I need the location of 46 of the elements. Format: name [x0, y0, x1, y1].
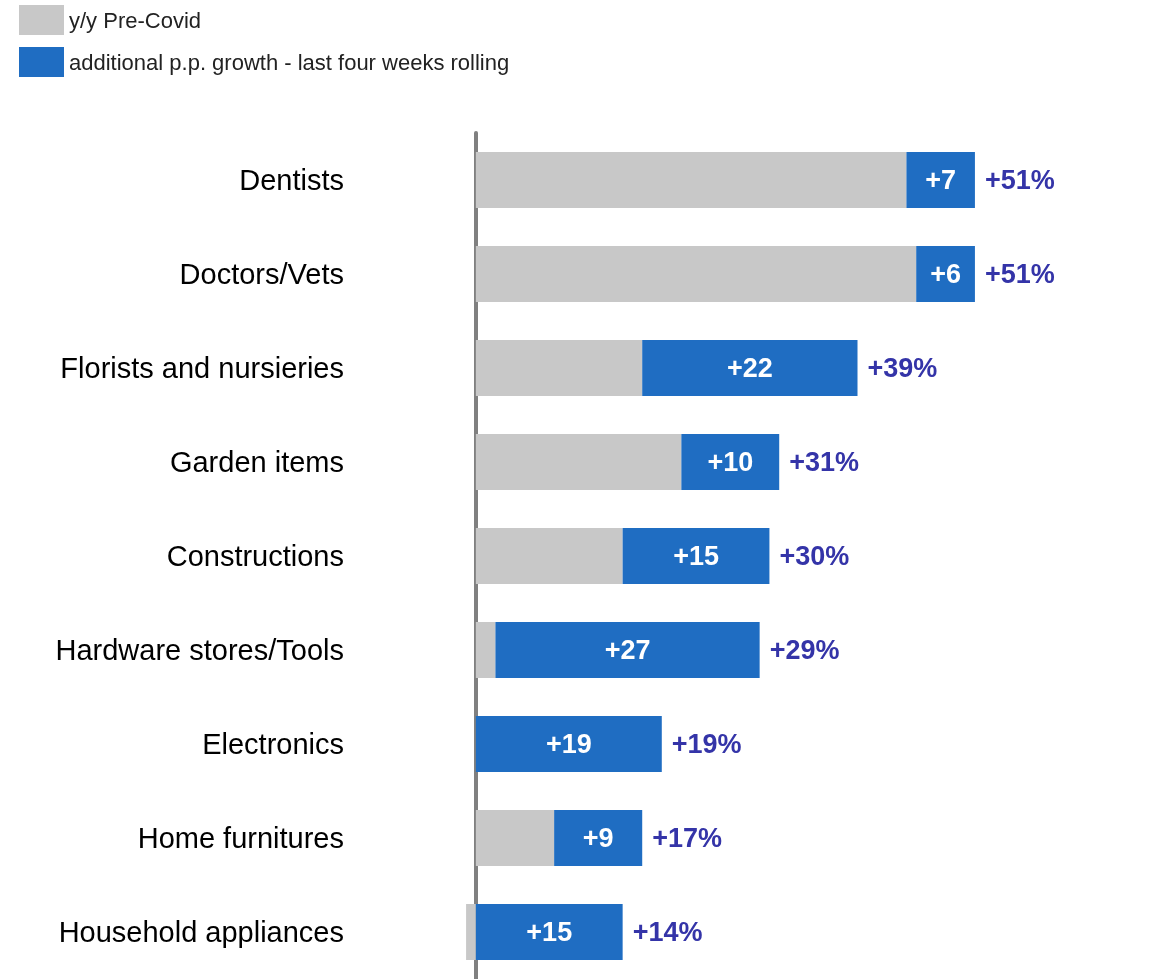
- data-label: +15: [526, 917, 573, 947]
- total-label: +39%: [867, 353, 938, 383]
- y-tick-label: Home furnitures: [137, 822, 344, 854]
- data-label: +9: [582, 823, 614, 853]
- total-label: +14%: [632, 917, 703, 947]
- data-label: +19: [545, 729, 592, 759]
- data-label: +22: [726, 353, 773, 383]
- total-label: +30%: [779, 541, 850, 571]
- bar: [906, 152, 975, 208]
- bar: [475, 246, 917, 302]
- total-label: +31%: [789, 447, 860, 477]
- data-label: +6: [930, 259, 961, 289]
- bar: [622, 528, 770, 584]
- y-tick-label: Electronics: [202, 728, 344, 760]
- bar: [916, 246, 975, 302]
- total-label: +29%: [769, 635, 840, 665]
- bar: [475, 528, 623, 584]
- bar: [475, 340, 643, 396]
- bar: [475, 716, 662, 772]
- bar: [495, 622, 760, 678]
- bar: [642, 340, 858, 396]
- y-tick-label: Doctors/Vets: [179, 258, 344, 290]
- data-label: +7: [925, 165, 957, 195]
- bar: [554, 810, 643, 866]
- y-tick-label: Hardware stores/Tools: [55, 634, 344, 666]
- data-label: +27: [604, 635, 651, 665]
- bar: [466, 904, 476, 960]
- bar: [681, 434, 780, 490]
- legend-label: y/y Pre-Covid: [69, 7, 202, 33]
- bar: [475, 622, 496, 678]
- bar: [475, 810, 555, 866]
- legend-label: additional p.p. growth - last four weeks rolling: [69, 49, 510, 75]
- total-label: +19%: [671, 729, 742, 759]
- bar: [475, 434, 682, 490]
- y-tick-label: Garden items: [169, 446, 344, 478]
- bar: [475, 904, 623, 960]
- total-label: +17%: [652, 823, 723, 853]
- y-tick-label: Household appliances: [58, 916, 344, 948]
- total-label: +51%: [984, 259, 1055, 289]
- y-tick-label: Dentists: [239, 164, 344, 196]
- y-tick-label: Florists and nursieries: [60, 352, 344, 384]
- y-tick-label: Constructions: [166, 540, 344, 572]
- data-label: +10: [707, 447, 754, 477]
- data-label: +15: [673, 541, 719, 571]
- total-label: +51%: [984, 165, 1055, 195]
- bar: [475, 152, 907, 208]
